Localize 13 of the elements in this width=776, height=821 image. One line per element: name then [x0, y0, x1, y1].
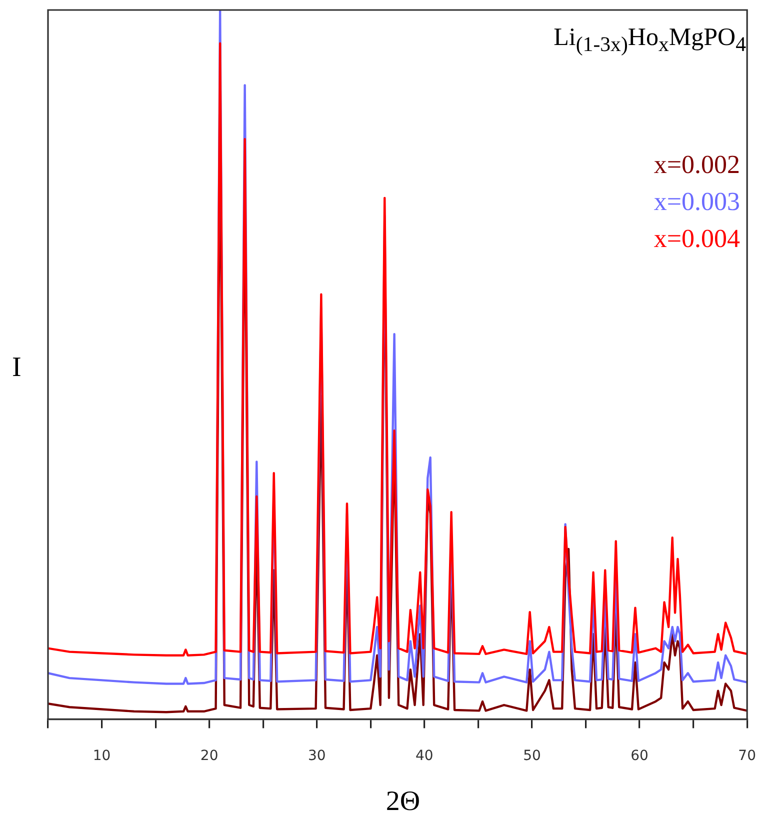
x-tick-label: 40: [416, 748, 434, 764]
text: x=0.002: [654, 149, 740, 181]
text: x=0.004: [654, 223, 740, 255]
x-axis-title: 2Θ: [384, 786, 422, 818]
x-tick-label: 50: [523, 748, 541, 764]
x-tick-label: 60: [630, 748, 648, 764]
text: Li$_{(1-3x)}$Ho$_{x}$MgPO$_{4}$: [554, 24, 746, 57]
x-tick-label: 30: [308, 748, 326, 764]
x-tick-label: 10: [92, 748, 111, 764]
x-tick-label: 70: [738, 748, 756, 764]
text: x=0.003: [654, 186, 740, 218]
x-tick-label: 20: [200, 748, 218, 764]
y-axis-title: I: [12, 352, 22, 384]
